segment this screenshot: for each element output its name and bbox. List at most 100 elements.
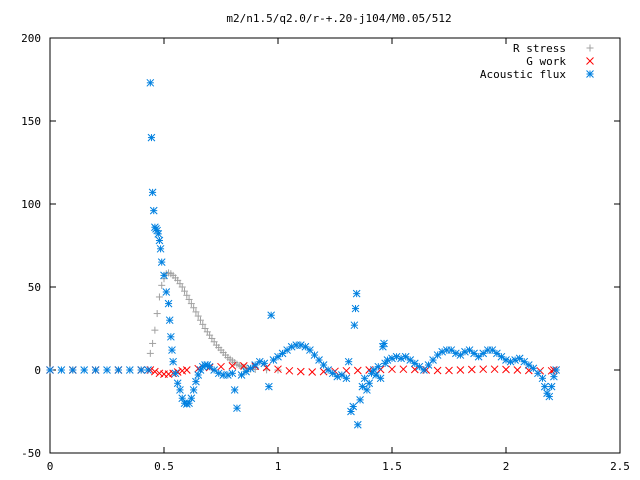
data-point: [547, 382, 556, 391]
data-point: [356, 396, 364, 404]
data-point: [165, 316, 174, 325]
data-point: [415, 362, 424, 371]
data-point: [502, 365, 510, 374]
data-point: [401, 352, 410, 361]
data-point: [353, 366, 362, 375]
data-point: [388, 365, 396, 374]
data-point: [192, 308, 200, 316]
x-tick-label: 0.5: [154, 460, 174, 473]
data-point: [147, 133, 156, 142]
data-point: [230, 386, 239, 394]
data-point: [187, 394, 196, 403]
data-point: [171, 369, 180, 378]
data-point: [114, 366, 123, 374]
data-point: [488, 346, 497, 354]
data-point: [342, 374, 351, 383]
legend-label: Acoustic flux: [480, 68, 566, 81]
data-point: [155, 236, 164, 245]
legend-marker: [586, 44, 594, 52]
data-point: [178, 283, 186, 291]
data-point: [274, 365, 282, 374]
data-point: [144, 366, 152, 374]
data-point: [538, 374, 547, 383]
data-point: [156, 244, 165, 253]
data-point: [319, 367, 328, 376]
data-point: [160, 271, 168, 280]
data-point: [515, 354, 524, 363]
data-point: [296, 367, 305, 376]
plot-area: [46, 78, 561, 429]
data-point: [445, 366, 453, 375]
data-point: [155, 369, 164, 378]
data-point: [308, 368, 317, 376]
data-point: [274, 352, 282, 361]
data-point: [524, 361, 533, 369]
data-point: [169, 357, 177, 366]
data-point: [154, 230, 163, 238]
data-point: [183, 291, 191, 299]
legend-label: G work: [526, 55, 566, 68]
data-point: [550, 372, 558, 381]
data-point: [433, 351, 442, 359]
series-r-stress: [46, 269, 282, 374]
data-point: [352, 289, 361, 298]
data-point: [157, 258, 166, 266]
data-point: [301, 342, 310, 351]
y-tick-label: 200: [21, 32, 41, 45]
data-point: [187, 300, 195, 308]
data-point: [451, 349, 460, 358]
data-point: [162, 288, 171, 296]
data-point: [328, 369, 337, 378]
data-point: [91, 366, 100, 374]
y-tick-label: 100: [21, 198, 41, 211]
data-point: [344, 357, 353, 366]
data-point: [399, 365, 408, 374]
y-tick-label: 0: [34, 364, 41, 377]
plot-frame: [49, 37, 621, 454]
data-point: [285, 366, 294, 375]
data-point: [545, 392, 554, 401]
legend-marker: [586, 57, 594, 65]
data-point: [420, 366, 428, 374]
data-point: [447, 346, 456, 354]
data-point: [511, 356, 519, 364]
data-point: [465, 346, 474, 354]
data-point: [168, 346, 176, 354]
data-point: [173, 379, 182, 388]
data-point: [267, 311, 276, 320]
data-point: [467, 365, 476, 374]
data-point: [185, 295, 193, 303]
data-point: [363, 386, 371, 394]
y-axis: -50 0 50 100 150 200: [21, 32, 620, 460]
data-point: [194, 312, 202, 320]
data-point: [181, 287, 189, 295]
data-point: [493, 349, 501, 358]
y-tick-label: 50: [28, 281, 41, 294]
y-tick-label: -50: [21, 447, 41, 460]
x-tick-label: 2: [503, 460, 510, 473]
data-point: [217, 362, 225, 371]
data-point: [470, 349, 478, 358]
data-point: [189, 386, 198, 394]
data-point: [190, 304, 198, 312]
data-point: [278, 349, 287, 358]
data-point: [269, 356, 278, 364]
data-point: [324, 366, 333, 374]
data-point: [146, 349, 154, 357]
data-point: [265, 382, 273, 391]
x-tick-label: 0: [47, 460, 54, 473]
data-point: [164, 370, 173, 379]
data-point: [374, 362, 383, 371]
chart-title: m2/n1.5/q2.0/r-+.20-j104/M0.05/512: [226, 12, 451, 25]
data-point: [456, 366, 465, 374]
data-point: [358, 382, 367, 391]
data-point: [103, 366, 111, 374]
data-point: [552, 366, 561, 374]
data-point: [166, 332, 175, 341]
data-point: [351, 304, 360, 313]
data-point: [353, 420, 362, 429]
data-point: [137, 366, 146, 374]
data-point: [57, 366, 66, 374]
data-point: [146, 78, 155, 87]
